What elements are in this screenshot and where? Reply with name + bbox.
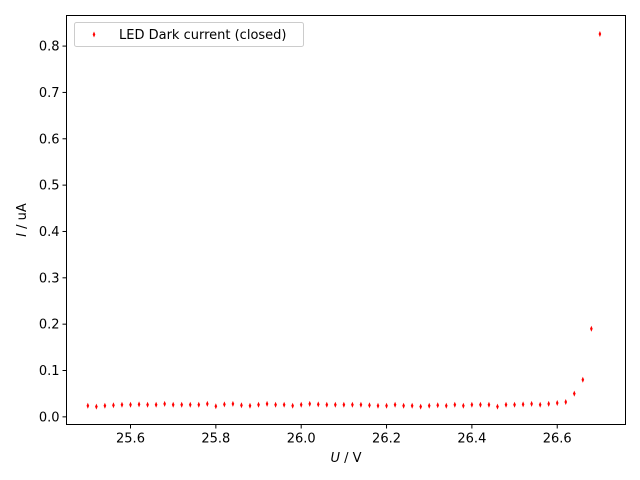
y-tick-label: 0.5 <box>39 179 60 194</box>
legend-box <box>74 22 304 47</box>
data-point <box>120 401 124 408</box>
y-axis-ticks: 0.0 0.1 0.2 0.3 0.4 0.5 0.6 0.7 0.8 <box>39 40 67 425</box>
data-point <box>453 401 457 408</box>
data-point <box>581 376 585 383</box>
data-points <box>86 31 602 410</box>
y-axis-label-unit: / uA <box>15 203 30 233</box>
x-axis-ticks: 25.6 25.8 26.0 26.2 26.4 26.6 <box>116 424 572 447</box>
data-point <box>291 402 294 409</box>
data-point <box>513 401 516 408</box>
data-point <box>214 403 218 410</box>
data-point <box>223 401 226 408</box>
data-point <box>572 390 576 397</box>
data-point <box>385 402 388 409</box>
data-point <box>462 402 465 409</box>
y-tick-label: 0.8 <box>39 40 60 55</box>
y-tick-label: 0.2 <box>39 318 60 333</box>
data-point <box>282 401 286 408</box>
data-point <box>598 31 602 38</box>
data-point <box>308 400 312 407</box>
x-tick-label: 26.4 <box>457 432 486 447</box>
data-point <box>342 401 346 408</box>
data-point <box>188 401 192 408</box>
y-tick-label: 0.6 <box>39 132 60 147</box>
y-axis-label: I / uA <box>15 203 30 237</box>
data-point <box>274 401 277 408</box>
data-point <box>86 402 90 409</box>
data-point <box>521 401 525 408</box>
data-point <box>487 401 491 408</box>
data-point <box>103 402 107 409</box>
data-point <box>257 401 260 408</box>
x-axis-label-var: U <box>330 451 340 466</box>
y-tick-label: 0.1 <box>39 364 60 379</box>
data-point <box>538 401 542 408</box>
data-point <box>547 400 550 407</box>
y-tick-label: 0.4 <box>39 225 60 240</box>
data-point <box>171 401 175 408</box>
data-point <box>393 401 397 408</box>
x-tick-label: 25.6 <box>116 432 145 447</box>
legend-marker <box>92 31 96 38</box>
y-axis-label-var: I <box>15 233 30 237</box>
data-point <box>325 401 329 408</box>
x-axis-label-unit: / V <box>340 451 362 466</box>
data-point <box>299 401 303 408</box>
data-point <box>359 401 363 408</box>
x-tick-label: 25.8 <box>201 432 230 447</box>
data-point <box>419 403 422 410</box>
data-point <box>368 402 371 409</box>
data-point <box>504 401 508 408</box>
data-point <box>376 402 380 409</box>
data-point <box>180 401 184 408</box>
data-point <box>154 401 158 408</box>
x-tick-label: 26.2 <box>372 432 401 447</box>
data-point <box>129 401 132 408</box>
data-point <box>137 401 141 408</box>
data-point <box>95 403 98 410</box>
y-tick-label: 0.7 <box>39 86 60 101</box>
data-point <box>444 402 448 409</box>
y-tick-label: 0.3 <box>39 271 60 286</box>
data-point <box>530 400 533 407</box>
x-tick-label: 26.0 <box>287 432 316 447</box>
data-point <box>479 401 482 408</box>
data-point <box>240 402 243 409</box>
data-point <box>436 402 440 409</box>
x-tick-label: 26.6 <box>543 432 572 447</box>
data-point <box>163 400 166 407</box>
x-axis-label: U / V <box>330 451 361 466</box>
data-point <box>197 401 201 408</box>
legend-label: LED Dark current (closed) <box>119 28 287 43</box>
data-point <box>590 325 593 332</box>
legend: LED Dark current (closed) <box>74 22 304 47</box>
data-point <box>402 402 405 409</box>
data-point <box>112 402 115 409</box>
data-point <box>496 403 499 410</box>
data-point <box>265 400 269 407</box>
data-point <box>351 401 354 408</box>
plot-frame <box>66 15 626 425</box>
data-point <box>316 401 320 408</box>
data-point <box>206 400 209 407</box>
y-tick-label: 0.0 <box>39 410 60 425</box>
data-point <box>564 399 568 406</box>
data-point <box>470 401 474 408</box>
data-point <box>410 402 414 409</box>
data-point <box>427 402 431 409</box>
data-point <box>555 399 559 406</box>
data-point <box>231 400 235 407</box>
data-point <box>248 402 252 409</box>
data-point <box>146 401 149 408</box>
data-point <box>334 401 337 408</box>
